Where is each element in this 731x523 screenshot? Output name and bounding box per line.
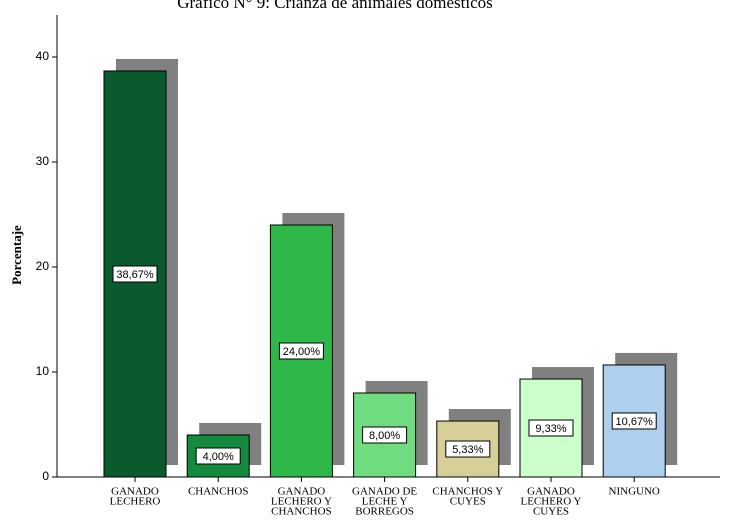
x-tick-label: CHANCHOS bbox=[271, 506, 332, 518]
value-label-box bbox=[195, 447, 241, 465]
value-label: 4,00% bbox=[203, 451, 234, 463]
x-tick-label: GANADO bbox=[111, 486, 159, 498]
y-tick-label: 0 bbox=[42, 469, 49, 483]
value-label-box bbox=[528, 419, 574, 437]
value-label-box bbox=[278, 342, 324, 360]
x-tick-label: CUYES bbox=[450, 496, 486, 508]
y-tick-label: 10 bbox=[36, 364, 50, 378]
y-tick-label: 20 bbox=[36, 259, 50, 273]
value-label: 24,00% bbox=[283, 346, 321, 358]
value-label-box bbox=[362, 426, 408, 444]
value-label: 5,33% bbox=[452, 444, 483, 456]
y-axis-label: Porcentaje bbox=[9, 225, 24, 285]
x-tick-label: LECHERO Y bbox=[271, 496, 332, 508]
chart-title: Gráfico N° 9: Crianza de animales domést… bbox=[177, 0, 493, 12]
x-tick-label: GANADO DE bbox=[352, 486, 417, 498]
x-tick-label: BORREGOS bbox=[355, 506, 414, 518]
value-label-box bbox=[611, 412, 657, 430]
x-tick-label: CHANCHOS bbox=[188, 486, 249, 498]
x-tick-label: CUYES bbox=[533, 506, 569, 518]
x-tick-label: CHANCHOS Y bbox=[432, 486, 503, 498]
value-label-box bbox=[112, 265, 158, 283]
value-label: 38,67% bbox=[116, 269, 154, 281]
y-tick-label: 40 bbox=[36, 49, 50, 63]
y-tick-label: 30 bbox=[36, 154, 50, 168]
value-label: 9,33% bbox=[535, 423, 566, 435]
x-tick-label: LECHE Y bbox=[362, 496, 408, 508]
value-label: 8,00% bbox=[369, 430, 400, 442]
x-tick-label: NINGUNO bbox=[609, 486, 660, 498]
x-tick-label: GANADO bbox=[278, 486, 326, 498]
x-tick-label: GANADO bbox=[527, 486, 575, 498]
value-label: 10,67% bbox=[616, 416, 654, 428]
x-tick-label: LECHERO Y bbox=[520, 496, 581, 508]
value-label-box bbox=[445, 440, 491, 458]
x-tick-label: LECHERO bbox=[110, 496, 161, 508]
